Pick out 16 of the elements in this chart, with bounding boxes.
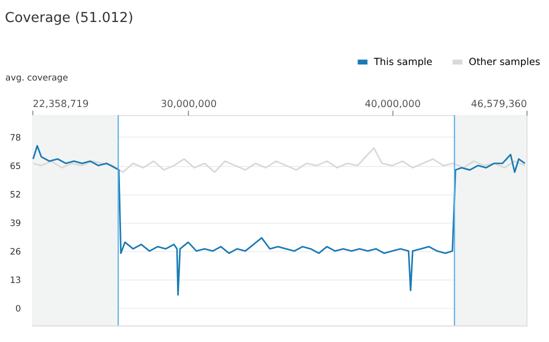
y-tick-label: 0 bbox=[15, 304, 22, 314]
line-series bbox=[32, 145, 526, 296]
y-tick-label: 13 bbox=[10, 276, 22, 286]
y-tick-label: 78 bbox=[10, 133, 22, 144]
x-tick-label: 46,579,360 bbox=[471, 98, 527, 110]
y-axis-title: avg. coverage bbox=[5, 73, 68, 84]
x-tick-label: 40,000,000 bbox=[364, 98, 421, 110]
y-tick-label: 26 bbox=[10, 247, 22, 258]
chart-title: Coverage (51.012) bbox=[4, 10, 134, 26]
legend-label: Other samples bbox=[468, 56, 540, 68]
x-tick-label: 22,358,719 bbox=[32, 98, 89, 110]
x-tick-label: 30,000,000 bbox=[160, 98, 217, 110]
y-tick-label: 65 bbox=[10, 162, 22, 172]
legend-label: This sample bbox=[372, 56, 432, 68]
y-tick-label: 39 bbox=[10, 218, 22, 229]
y-tick-label: 52 bbox=[10, 190, 22, 200]
